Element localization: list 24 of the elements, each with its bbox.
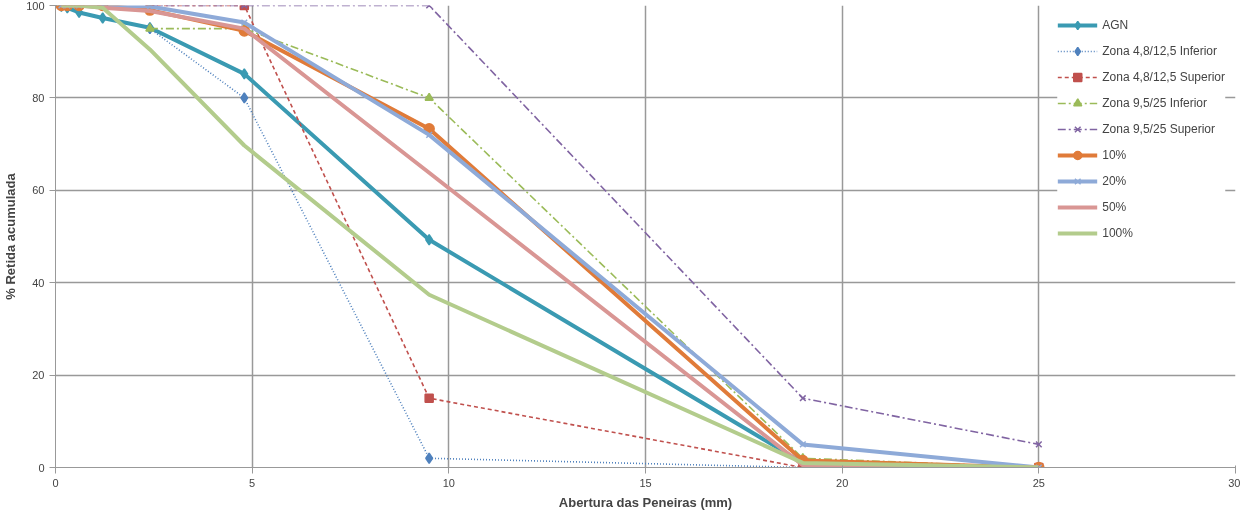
y-tick-label: 80 (32, 91, 45, 104)
x-tick-label: 30 (1228, 476, 1241, 489)
legend-label: Zona 9,5/25 Superior (1102, 122, 1215, 136)
legend-label: Zona 9,5/25 Inferior (1102, 96, 1207, 110)
x-tick-label: 20 (836, 476, 849, 489)
y-tick-label: 0 (38, 461, 45, 474)
legend-label: Zona 4,8/12,5 Superior (1102, 70, 1225, 84)
y-tick-label: 60 (32, 184, 45, 197)
legend-label: 10% (1102, 148, 1127, 162)
x-tick-label: 10 (442, 476, 455, 489)
y-tick-label: 40 (32, 276, 45, 289)
y-axis-title: % Retida acumulada (3, 172, 19, 300)
x-axis-title: Abertura das Peneiras (mm) (558, 494, 733, 510)
y-tick-label: 100 (26, 0, 45, 12)
legend-label: 100% (1102, 226, 1133, 240)
x-tick-label: 0 (52, 476, 59, 489)
legend-label: Zona 4,8/12,5 Inferior (1102, 44, 1217, 58)
legend-label: 50% (1102, 200, 1127, 214)
x-tick-label: 15 (639, 476, 652, 489)
x-tick-label: 25 (1032, 476, 1045, 489)
x-tick-label: 5 (249, 476, 256, 489)
legend-label: AGN (1102, 18, 1129, 32)
y-tick-label: 20 (32, 369, 45, 382)
legend-label: 20% (1102, 174, 1127, 188)
